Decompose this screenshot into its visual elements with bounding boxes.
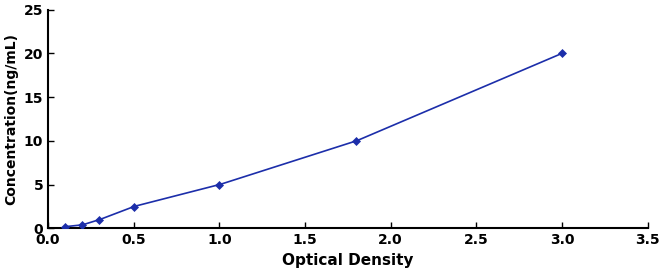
X-axis label: Optical Density: Optical Density (282, 253, 414, 268)
Y-axis label: Concentration(ng/mL): Concentration(ng/mL) (4, 33, 18, 205)
